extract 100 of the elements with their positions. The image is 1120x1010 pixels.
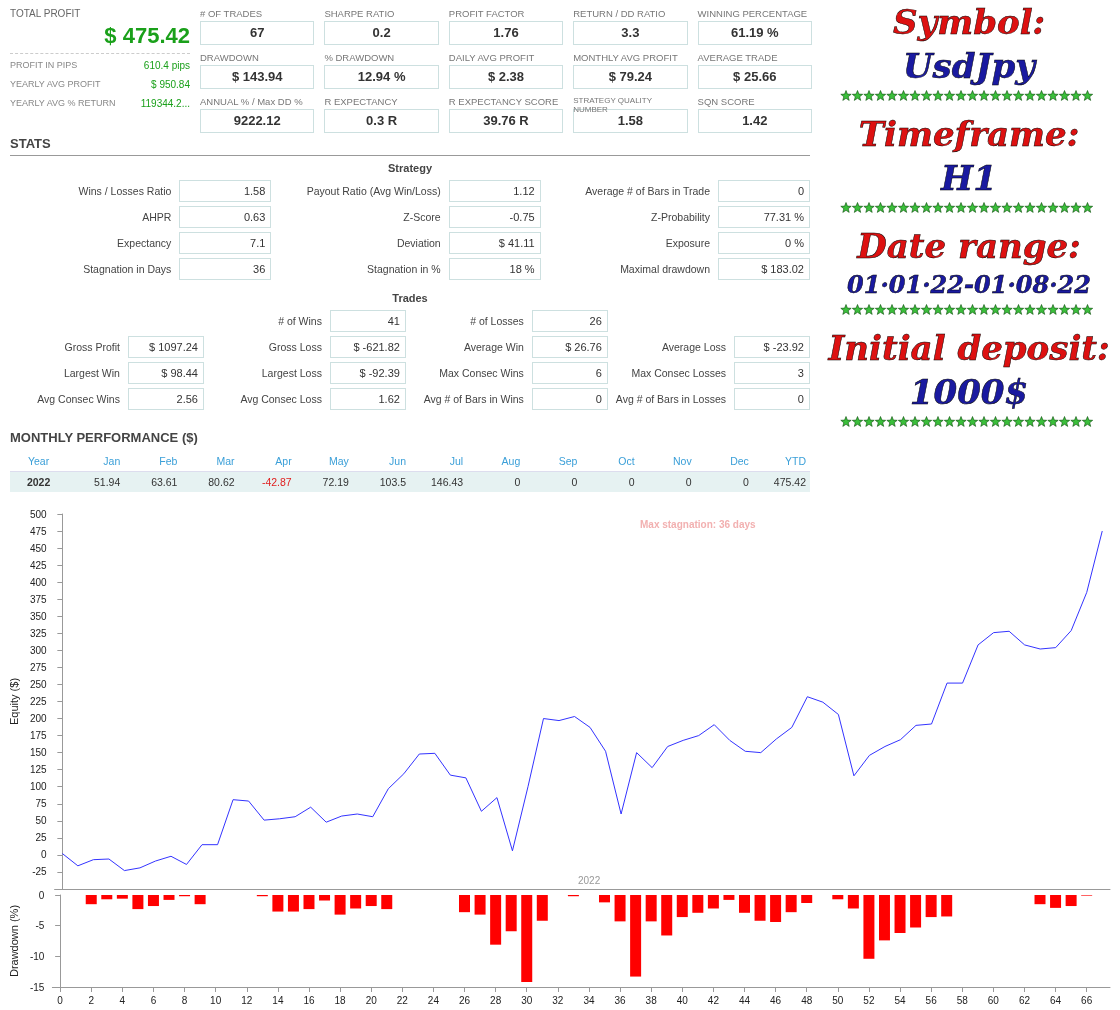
text: 0 bbox=[531, 388, 608, 410]
x-tick-label: 66 bbox=[1081, 994, 1093, 1006]
y-tick-label: 425 bbox=[29, 559, 48, 571]
text: $ -23.92 bbox=[733, 336, 810, 358]
text: MONTHLY AVG PROFIT bbox=[573, 52, 679, 65]
text: R EXPECTANCY SCORE bbox=[448, 96, 560, 109]
x-tick-label: 8 bbox=[181, 994, 188, 1006]
text: 9222.12 bbox=[200, 109, 315, 133]
text: 1.58 bbox=[617, 113, 644, 128]
y-tick-label: 0 bbox=[38, 889, 45, 901]
text: 0.2 bbox=[324, 21, 439, 45]
text: Maximal drawdown bbox=[620, 263, 710, 275]
text: 7.1 bbox=[179, 232, 272, 254]
text: 0 bbox=[695, 472, 753, 492]
text: Average Loss bbox=[661, 341, 726, 353]
y-tick-label: 225 bbox=[29, 696, 48, 707]
text: Average # of Bars in Trade bbox=[585, 185, 710, 197]
text: Gross Profit bbox=[64, 341, 120, 353]
text: YEARLY AVG % RETURN bbox=[10, 98, 116, 110]
text: UsdJpy bbox=[901, 45, 1038, 88]
text: 80.62 bbox=[181, 472, 239, 492]
text: 18 % bbox=[448, 258, 541, 280]
text: Largest Win bbox=[63, 367, 120, 379]
text: Payout Ratio (Avg Win/Loss) bbox=[306, 185, 441, 197]
line-series bbox=[61, 530, 1103, 872]
x-tick-label: 44 bbox=[738, 994, 751, 1006]
text: Exposure bbox=[665, 237, 710, 249]
text: 72.19 bbox=[295, 472, 353, 492]
x-tick-label: 28 bbox=[490, 994, 502, 1006]
text: # of Wins bbox=[278, 315, 322, 327]
text: 0 bbox=[581, 472, 639, 492]
text: 36 bbox=[179, 258, 272, 280]
text: AHPR bbox=[142, 211, 172, 223]
text: YEARLY AVG PROFIT bbox=[10, 79, 101, 91]
text: Stagnation in % bbox=[367, 263, 441, 275]
text: PROFIT FACTOR bbox=[448, 8, 526, 21]
text: 0 % bbox=[718, 232, 810, 254]
text: SHARPE RATIO bbox=[324, 8, 396, 21]
text: Largest Loss bbox=[261, 367, 322, 379]
text: Avg # of Bars in Losses bbox=[615, 393, 726, 405]
y-tick-label: -15 bbox=[29, 981, 45, 993]
text: Nov bbox=[638, 451, 696, 472]
x-tick-label: 2 bbox=[88, 994, 95, 1006]
text: 41 bbox=[329, 310, 406, 332]
y-tick-label: 500 bbox=[29, 508, 48, 520]
x-tick-label: 24 bbox=[427, 994, 440, 1006]
text: 3.3 bbox=[573, 21, 688, 45]
x-tick-label: 50 bbox=[832, 994, 844, 1006]
x-tick-label: 12 bbox=[241, 994, 253, 1006]
x-tick-label: 0 bbox=[57, 994, 64, 1006]
text: 0 bbox=[467, 472, 525, 492]
text: 103.5 bbox=[352, 472, 410, 492]
y-tick-label: 275 bbox=[29, 661, 48, 673]
text: PROFIT IN PIPS bbox=[10, 60, 78, 72]
x-tick-label: 40 bbox=[676, 994, 689, 1006]
text: 0 bbox=[524, 472, 582, 492]
text: $ 41.11 bbox=[448, 232, 541, 254]
x-tick-label: 38 bbox=[645, 994, 658, 1006]
text: Avg Consec Wins bbox=[37, 393, 120, 405]
text: Avg Consec Loss bbox=[240, 393, 322, 405]
text: 0 bbox=[718, 180, 810, 202]
text: 1.42 bbox=[697, 109, 812, 133]
text: 63.61 bbox=[124, 472, 182, 492]
y-tick-label: 75 bbox=[35, 798, 48, 810]
text: Trades bbox=[391, 292, 429, 304]
x-tick-label: 18 bbox=[334, 994, 347, 1006]
x-tick-label: 32 bbox=[552, 994, 564, 1006]
text: Apr bbox=[238, 451, 296, 472]
y-tick-label: 0 bbox=[41, 849, 48, 861]
text: SQN SCORE bbox=[697, 96, 756, 109]
text: -0.75 bbox=[448, 206, 541, 228]
text: TOTAL PROFIT bbox=[10, 8, 82, 19]
x-tick-label: 10 bbox=[210, 994, 222, 1006]
text: Date range: bbox=[855, 225, 1082, 268]
text: Initial deposit: bbox=[826, 327, 1111, 370]
text: $ 79.24 bbox=[573, 65, 688, 89]
text: 1.62 bbox=[329, 388, 406, 410]
text: Jun bbox=[352, 451, 410, 472]
x-tick-label: 20 bbox=[365, 994, 378, 1006]
x-tick-label: 58 bbox=[956, 994, 969, 1006]
y-tick-label: -10 bbox=[29, 950, 45, 962]
text: Average Win bbox=[463, 341, 524, 353]
text: $ 1097.24 bbox=[127, 336, 204, 358]
x-tick-label: 62 bbox=[1018, 994, 1031, 1006]
text: 77.31 % bbox=[718, 206, 810, 228]
x-tick-label: 42 bbox=[707, 994, 720, 1006]
text: 2.56 bbox=[127, 388, 204, 410]
y-tick-label: 150 bbox=[29, 747, 48, 759]
text: $ -92.39 bbox=[329, 362, 406, 384]
x-tick-label: 60 bbox=[987, 994, 1000, 1006]
text: $ 26.76 bbox=[531, 336, 608, 358]
x-tick-label: 52 bbox=[863, 994, 875, 1006]
text: Year bbox=[10, 451, 68, 472]
text: $ 183.02 bbox=[718, 258, 810, 280]
text: Feb bbox=[124, 451, 182, 472]
y-tick-label: 450 bbox=[29, 542, 48, 554]
text: 2022 bbox=[10, 472, 68, 492]
annotation: Max stagnation: 36 days bbox=[640, 518, 757, 530]
x-tick-label: 16 bbox=[303, 994, 315, 1006]
text: 61.19 % bbox=[697, 21, 812, 45]
